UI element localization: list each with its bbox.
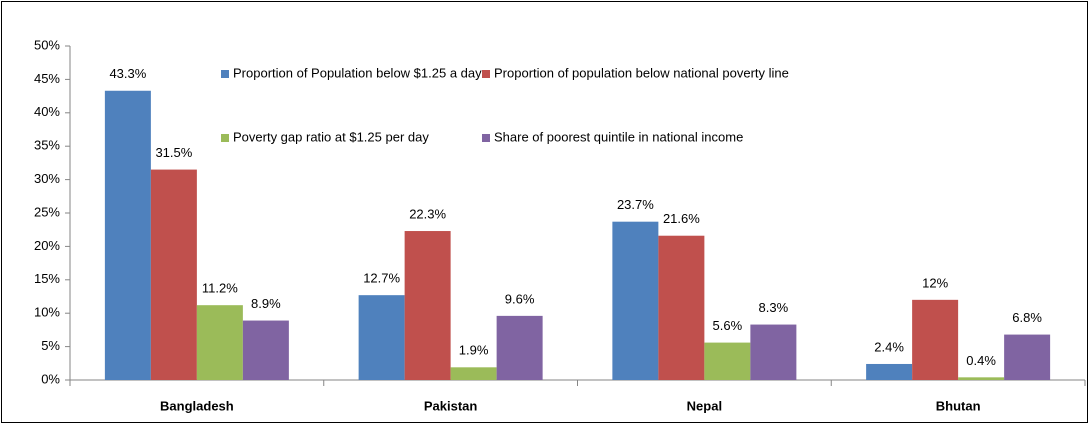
bar <box>912 299 959 380</box>
bar <box>196 305 243 380</box>
bar <box>404 231 451 380</box>
y-tick-label: 25% <box>34 204 60 219</box>
x-tick-label: Bhutan <box>936 398 981 413</box>
y-tick-label: 20% <box>34 238 60 253</box>
data-label: 0.4% <box>966 353 996 368</box>
y-tick-label: 45% <box>34 71 60 86</box>
data-label: 6.8% <box>1012 310 1042 325</box>
y-tick-label: 35% <box>34 138 60 153</box>
legend-swatch <box>482 70 490 78</box>
bar <box>866 363 913 380</box>
y-tick-label: 40% <box>34 104 60 119</box>
x-tick-label: Nepal <box>687 398 722 413</box>
data-label: 12% <box>922 275 948 290</box>
data-label: 22.3% <box>409 206 446 221</box>
y-tick-label: 10% <box>34 305 60 320</box>
bar <box>958 377 1005 380</box>
data-label: 8.3% <box>759 300 789 315</box>
legend-label: Proportion of population below national … <box>494 65 789 80</box>
bar <box>104 90 151 381</box>
legend-swatch <box>221 134 229 142</box>
data-label: 21.6% <box>663 211 700 226</box>
bar <box>658 235 705 380</box>
bar <box>242 320 289 380</box>
bar <box>150 169 197 380</box>
y-tick-label: 5% <box>41 338 60 353</box>
data-label: 2.4% <box>874 339 904 354</box>
y-tick-label: 15% <box>34 271 60 286</box>
bar <box>358 295 405 380</box>
data-label: 1.9% <box>459 343 489 358</box>
data-label: 8.9% <box>251 296 281 311</box>
bar <box>750 324 797 380</box>
y-tick-label: 50% <box>34 37 60 52</box>
data-label: 11.2% <box>202 281 238 296</box>
data-label: 9.6% <box>505 291 535 306</box>
data-label: 43.3% <box>109 66 146 81</box>
legend-label: Share of poorest quintile in national in… <box>494 129 743 144</box>
x-tick-label: Bangladesh <box>160 398 234 413</box>
bar <box>1004 334 1051 380</box>
data-label: 12.7% <box>363 271 400 286</box>
y-tick-label: 0% <box>41 371 60 386</box>
bar <box>496 315 543 380</box>
data-label: 31.5% <box>155 145 192 160</box>
data-label: 5.6% <box>713 318 743 333</box>
legend-label: Proportion of Population below $1.25 a d… <box>233 65 482 80</box>
x-tick-label: Pakistan <box>424 398 478 413</box>
legend-swatch <box>482 134 490 142</box>
data-label: 23.7% <box>617 197 654 212</box>
bar <box>612 221 659 380</box>
bar <box>704 342 751 380</box>
y-tick-label: 30% <box>34 171 60 186</box>
bar <box>450 367 497 380</box>
legend-swatch <box>221 70 229 78</box>
legend-label: Poverty gap ratio at $1.25 per day <box>233 129 429 144</box>
